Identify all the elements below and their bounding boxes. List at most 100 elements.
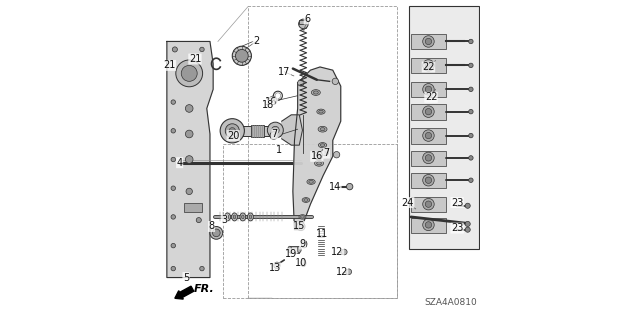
Bar	[411, 151, 446, 166]
Polygon shape	[293, 67, 340, 230]
Circle shape	[220, 119, 244, 143]
Circle shape	[425, 201, 431, 207]
Ellipse shape	[249, 215, 252, 219]
Text: 9: 9	[300, 239, 305, 249]
Circle shape	[298, 80, 304, 86]
Circle shape	[465, 203, 470, 208]
Circle shape	[186, 105, 193, 112]
Circle shape	[422, 36, 434, 47]
Text: 16: 16	[266, 97, 278, 107]
Ellipse shape	[248, 213, 253, 221]
Circle shape	[425, 108, 431, 115]
Ellipse shape	[302, 198, 310, 203]
Bar	[290, 246, 300, 253]
Bar	[411, 197, 446, 212]
Text: 1: 1	[275, 145, 282, 155]
Circle shape	[200, 266, 204, 271]
Circle shape	[200, 47, 204, 52]
Circle shape	[422, 84, 434, 95]
Ellipse shape	[233, 215, 236, 219]
Circle shape	[212, 229, 220, 237]
Ellipse shape	[304, 199, 308, 201]
Text: 15: 15	[293, 221, 305, 232]
Circle shape	[171, 157, 175, 162]
Circle shape	[468, 63, 473, 68]
Circle shape	[465, 221, 470, 226]
Circle shape	[422, 60, 434, 71]
Ellipse shape	[308, 181, 314, 183]
Circle shape	[425, 155, 431, 161]
Circle shape	[425, 177, 431, 183]
Circle shape	[229, 128, 236, 134]
Polygon shape	[282, 115, 303, 145]
Bar	[184, 203, 202, 212]
Text: 11: 11	[316, 229, 329, 240]
Bar	[411, 34, 446, 49]
Circle shape	[236, 49, 248, 62]
Text: 22: 22	[422, 62, 435, 72]
Ellipse shape	[317, 109, 325, 114]
Text: FR.: FR.	[194, 284, 215, 294]
Text: 14: 14	[329, 182, 341, 192]
Text: 18: 18	[262, 100, 275, 110]
Bar	[411, 58, 446, 73]
Text: 16: 16	[310, 151, 323, 161]
Ellipse shape	[312, 90, 320, 95]
Ellipse shape	[240, 213, 246, 221]
Bar	[411, 173, 446, 188]
Circle shape	[186, 130, 193, 138]
Text: 6: 6	[304, 14, 310, 24]
Circle shape	[171, 215, 175, 219]
Text: 13: 13	[269, 263, 281, 273]
Circle shape	[422, 198, 434, 210]
Ellipse shape	[315, 160, 323, 166]
Text: 12: 12	[335, 267, 348, 277]
Circle shape	[299, 19, 308, 29]
Circle shape	[210, 226, 223, 239]
Circle shape	[425, 38, 431, 45]
Circle shape	[468, 39, 473, 44]
Circle shape	[270, 132, 278, 139]
Circle shape	[271, 126, 279, 134]
Circle shape	[468, 109, 473, 114]
Circle shape	[422, 130, 434, 141]
Ellipse shape	[319, 143, 326, 148]
Ellipse shape	[314, 91, 318, 94]
FancyArrow shape	[175, 286, 194, 299]
Text: 17: 17	[278, 67, 291, 77]
Circle shape	[268, 122, 284, 138]
Ellipse shape	[318, 126, 327, 132]
Ellipse shape	[301, 260, 306, 267]
Ellipse shape	[232, 213, 237, 221]
Text: 7: 7	[323, 148, 330, 158]
Text: 24: 24	[401, 197, 414, 208]
Circle shape	[422, 152, 434, 164]
Ellipse shape	[320, 144, 325, 146]
Circle shape	[425, 86, 431, 93]
Ellipse shape	[301, 216, 305, 218]
Ellipse shape	[225, 213, 230, 221]
Circle shape	[465, 227, 470, 232]
Ellipse shape	[317, 162, 321, 165]
Circle shape	[299, 225, 303, 228]
Circle shape	[422, 174, 434, 186]
Circle shape	[171, 100, 175, 104]
Text: 10: 10	[295, 258, 307, 268]
Circle shape	[186, 188, 193, 195]
Circle shape	[333, 152, 340, 158]
Circle shape	[425, 62, 431, 69]
Bar	[411, 82, 446, 97]
Circle shape	[171, 243, 175, 248]
Circle shape	[176, 60, 203, 87]
FancyBboxPatch shape	[242, 126, 293, 136]
Circle shape	[468, 156, 473, 160]
Bar	[299, 20, 308, 24]
Ellipse shape	[320, 128, 325, 131]
Text: 20: 20	[227, 130, 239, 141]
Circle shape	[196, 218, 202, 223]
Bar	[411, 218, 446, 233]
Text: 21: 21	[189, 54, 201, 64]
Text: 23: 23	[451, 223, 463, 233]
Bar	[223, 144, 397, 298]
Text: 19: 19	[285, 249, 297, 259]
